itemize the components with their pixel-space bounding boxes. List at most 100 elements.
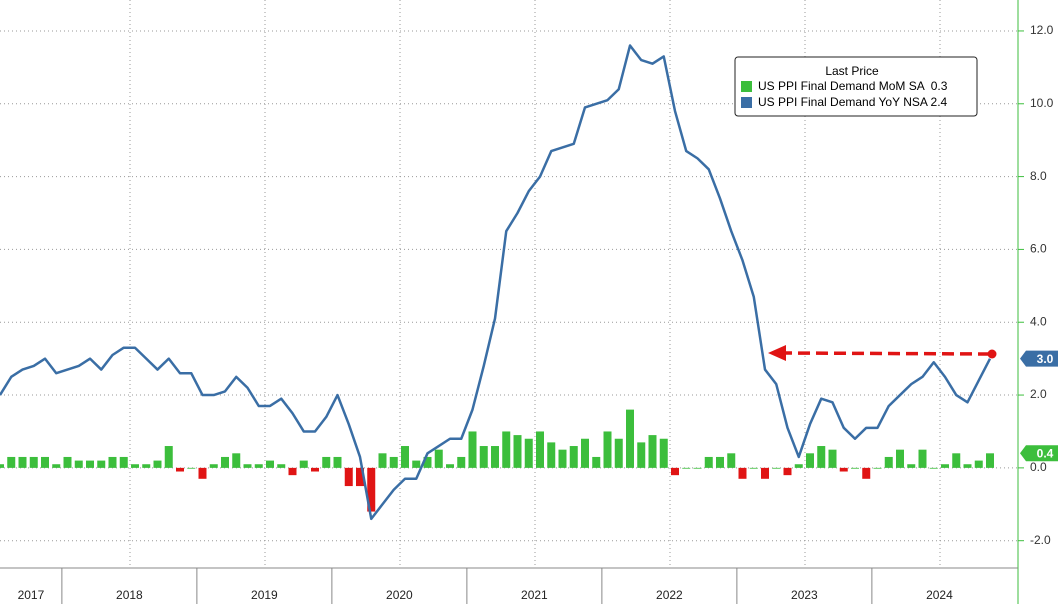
bar <box>716 456 724 468</box>
bar <box>974 460 983 468</box>
x-tick-label: 2022 <box>656 588 683 602</box>
bar <box>671 467 679 476</box>
bar <box>18 456 27 468</box>
bar <box>603 431 612 468</box>
bar <box>884 456 893 468</box>
bar <box>963 464 972 468</box>
last-value-label: 0.4 <box>1037 446 1054 460</box>
bar <box>873 467 882 469</box>
bar <box>52 464 61 468</box>
x-tick-label: 2023 <box>791 588 818 602</box>
bar <box>558 449 567 468</box>
bar <box>344 467 353 487</box>
last-value-label: 3.0 <box>1037 352 1054 366</box>
bar <box>277 464 286 468</box>
bar <box>626 409 634 468</box>
line <box>0 44 992 521</box>
legend: Last Price US PPI Final Demand MoM SA 0.… <box>734 56 978 117</box>
x-tick-label: 2020 <box>386 588 413 602</box>
legend-swatch <box>741 97 752 108</box>
bar <box>592 456 601 468</box>
bar <box>311 467 319 472</box>
bar <box>851 467 859 469</box>
bar <box>434 449 443 468</box>
bar <box>209 464 218 468</box>
bar <box>333 456 342 468</box>
bar <box>479 446 488 468</box>
y-tick-label: 12.0 <box>1030 23 1054 37</box>
bar <box>761 467 769 479</box>
bar <box>0 464 4 468</box>
legend-swatch <box>741 81 752 92</box>
bar <box>131 464 139 468</box>
bar <box>502 431 511 468</box>
x-tick-label: 2024 <box>926 588 953 602</box>
legend-label: US PPI Final Demand YoY NSA 2.4 <box>758 95 948 109</box>
bar <box>232 453 241 468</box>
bar <box>839 467 848 472</box>
bar <box>952 453 961 468</box>
bar <box>176 467 184 472</box>
bar <box>536 431 544 468</box>
bar <box>468 431 477 468</box>
bar <box>581 438 589 468</box>
bar <box>918 449 927 468</box>
bar <box>86 460 94 468</box>
bar <box>401 446 409 468</box>
y-tick-label: 6.0 <box>1030 242 1047 256</box>
bar <box>389 456 398 468</box>
legend-title: Last Price <box>825 64 879 78</box>
bar <box>693 467 702 469</box>
y-tick-label: -2.0 <box>1030 533 1051 547</box>
bar <box>547 442 556 468</box>
y-tick-label: 4.0 <box>1030 314 1047 328</box>
bar <box>198 467 207 479</box>
annotation-arrow <box>768 345 997 361</box>
bar <box>288 467 297 476</box>
bar <box>749 467 758 469</box>
bar <box>659 438 668 468</box>
bar <box>322 456 331 468</box>
bar <box>828 449 837 468</box>
bar <box>524 438 533 468</box>
bar <box>221 456 229 468</box>
bar <box>63 456 72 468</box>
bar <box>29 456 38 468</box>
bar <box>907 464 916 468</box>
bar <box>378 453 387 468</box>
x-tick-label: 2017 <box>18 588 45 602</box>
x-tick-label: 2021 <box>521 588 548 602</box>
bar <box>356 467 364 487</box>
bar <box>457 456 466 468</box>
bar <box>637 442 646 468</box>
y-tick-label: 2.0 <box>1030 387 1047 401</box>
bar <box>119 456 128 468</box>
bar <box>648 435 657 468</box>
bar <box>941 464 949 468</box>
last-value-tag <box>1020 445 1058 462</box>
bar <box>108 456 117 468</box>
bar <box>682 467 691 469</box>
bar <box>817 446 826 468</box>
bar <box>243 464 252 468</box>
bar <box>41 456 49 468</box>
last-value-tag <box>1020 350 1058 367</box>
bar <box>513 435 522 468</box>
y-tick-label: 0.0 <box>1030 460 1047 474</box>
bar <box>614 438 623 468</box>
bar <box>569 446 578 468</box>
bar <box>266 460 274 468</box>
bar <box>153 460 162 468</box>
bar <box>783 467 792 476</box>
y-tick-label: 10.0 <box>1030 96 1054 110</box>
bar <box>74 460 83 468</box>
x-tick-label: 2018 <box>116 588 143 602</box>
y-tick-label: 8.0 <box>1030 169 1047 183</box>
bar <box>254 464 263 468</box>
bar <box>704 456 713 468</box>
bar <box>187 467 196 469</box>
bar <box>423 456 432 468</box>
bar <box>738 467 747 479</box>
bar <box>491 446 499 468</box>
